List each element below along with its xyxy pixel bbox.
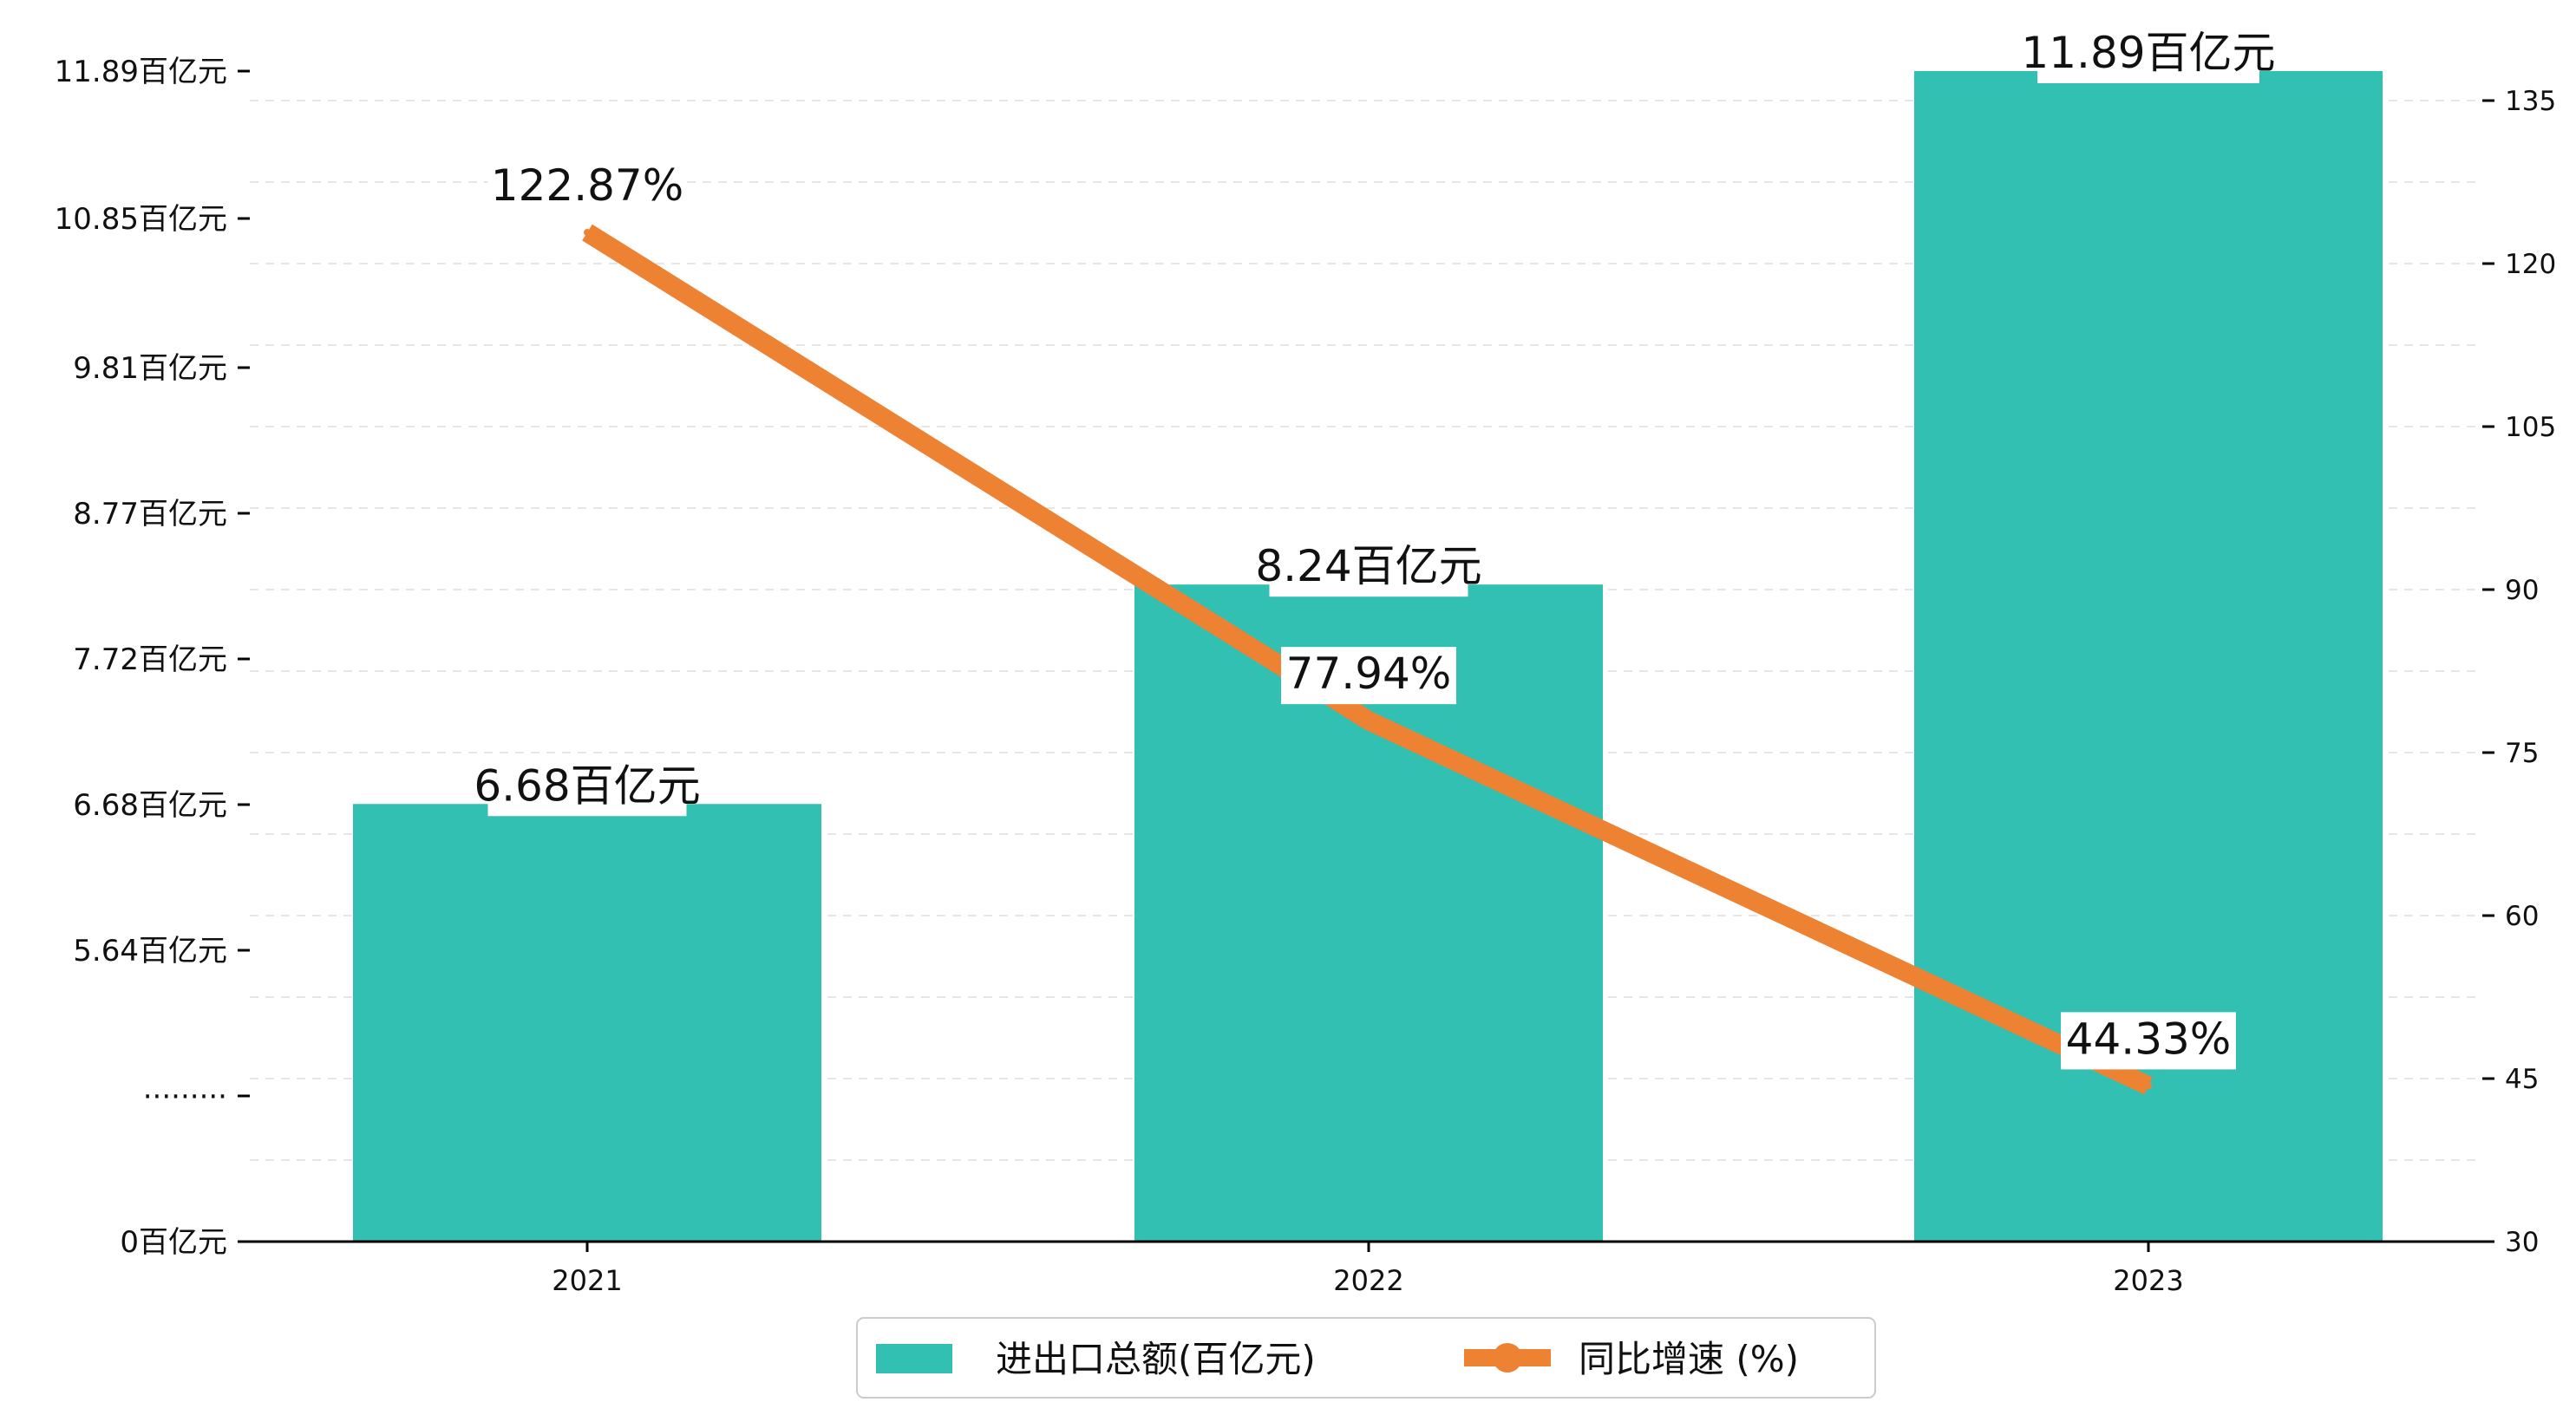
- growth-label-2022-text: 77.94%: [1286, 649, 1452, 699]
- bar-label-2021-bg: [487, 759, 687, 817]
- bar-label-2021: 6.68百亿元: [474, 759, 701, 817]
- x-tick-label: 2022: [1333, 1264, 1403, 1297]
- bar-label-2023-text: 11.89百亿元: [2021, 28, 2275, 78]
- bar-label-2023-bg: [2037, 26, 2259, 83]
- bar-2021: [353, 804, 821, 1242]
- bar-label-2021-text: 6.68百亿元: [474, 760, 700, 811]
- legend-label-line: 同比增速 (%): [1579, 1338, 1799, 1380]
- left-tick-label: 10.85百亿元: [55, 202, 227, 237]
- axes: 0百亿元 ········· 5.64百亿元 6.68百亿元 7.72百亿元 8.77百亿…: [55, 55, 2557, 1297]
- left-tick-label: 5.64百亿元: [73, 934, 227, 968]
- right-tick-label: 120: [2505, 249, 2556, 280]
- line-series: [582, 224, 2153, 1095]
- bar-label-2022-text: 8.24百亿元: [1255, 541, 1481, 591]
- legend-swatch-bar: [876, 1344, 952, 1373]
- growth-point-2023: [2145, 1082, 2152, 1090]
- bar-label-2022-bg: [1269, 539, 1468, 597]
- x-tick-label: 2023: [2113, 1264, 2183, 1297]
- growth-label-2023-text: 44.33%: [2066, 1014, 2232, 1064]
- growth-point-2022: [1365, 717, 1372, 725]
- growth-label-2022-bg: [1281, 647, 1456, 705]
- right-tick-label: 45: [2505, 1064, 2539, 1095]
- left-tick-label: ·········: [143, 1079, 227, 1114]
- growth-label-2023: 44.33%: [2061, 1012, 2236, 1070]
- legend-box: [856, 1317, 1876, 1399]
- x-tick-label: 2021: [552, 1264, 622, 1297]
- left-tick-label: 11.89百亿元: [55, 55, 227, 89]
- left-tick-label: 8.77百亿元: [73, 497, 227, 531]
- left-tick-label: 0百亿元: [120, 1225, 227, 1260]
- left-tick-label: 7.72百亿元: [73, 642, 227, 677]
- right-tick-label: 105: [2505, 412, 2556, 443]
- right-tick-label: 135: [2505, 86, 2556, 117]
- data-labels: 6.68百亿元 8.24百亿元 11.89百亿元 122.87% 77.94% 44.33…: [474, 26, 2276, 1070]
- left-tick-label: 9.81百亿元: [73, 351, 227, 386]
- growth-label-2021-bg: [487, 159, 687, 217]
- right-tick-label: 30: [2505, 1227, 2539, 1258]
- growth-label-2022: 77.94%: [1281, 647, 1456, 705]
- right-tick-label: 60: [2505, 901, 2539, 932]
- growth-label-2021-text: 122.87%: [491, 160, 683, 211]
- legend-label-bar: 进出口总额(百亿元): [996, 1338, 1316, 1380]
- legend-marker-line: [1493, 1343, 1522, 1373]
- left-tick-label: 6.68百亿元: [73, 788, 227, 823]
- right-tick-label: 75: [2505, 738, 2539, 769]
- bar-label-2023: 11.89百亿元: [2021, 26, 2276, 83]
- legend[interactable]: 进出口总额(百亿元) 同比增速 (%): [856, 1317, 1876, 1399]
- right-tick-label: 90: [2505, 575, 2539, 606]
- growth-point-2021: [584, 229, 591, 237]
- growth-label-2021: 122.87%: [487, 159, 687, 217]
- bar-label-2022: 8.24百亿元: [1255, 539, 1482, 597]
- growth-label-2023-bg: [2061, 1012, 2236, 1070]
